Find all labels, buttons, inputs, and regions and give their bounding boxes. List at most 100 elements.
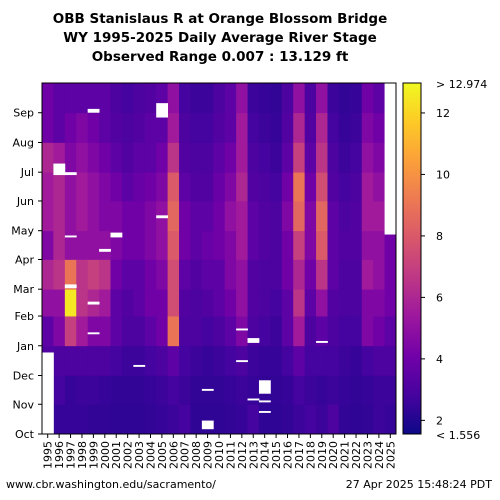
- heatmap-cell: [258, 289, 271, 317]
- heatmap-cell: [270, 375, 283, 405]
- heatmap-cell: [361, 289, 374, 317]
- heatmap-cell: [270, 316, 283, 347]
- heatmap-cell: [144, 345, 157, 376]
- heatmap-cell: [64, 404, 77, 435]
- x-tick-label: 2003: [133, 441, 146, 469]
- heatmap-cell: [167, 230, 180, 260]
- heatmap-cell: [87, 316, 100, 347]
- heatmap-cell: [167, 404, 180, 435]
- heatmap-cell: [270, 404, 283, 435]
- heatmap-cell: [99, 259, 111, 290]
- heatmap-cell: [87, 230, 100, 260]
- x-tick-label: 2007: [179, 441, 192, 469]
- missing-data-mark: [53, 163, 66, 176]
- missing-data-mark: [87, 332, 100, 335]
- heatmap-cell: [373, 142, 385, 173]
- heatmap-cell: [258, 345, 271, 376]
- source-url[interactable]: www.cbr.washington.edu/sacramento/: [6, 478, 216, 491]
- heatmap-cell: [338, 375, 351, 405]
- y-tick-label: Oct: [15, 428, 35, 441]
- heatmap-cell: [258, 172, 271, 202]
- heatmap-cell: [133, 289, 146, 317]
- heatmap-cell: [338, 112, 351, 143]
- heatmap-cell: [99, 142, 111, 173]
- heatmap-cell: [247, 230, 260, 260]
- heatmap-cell: [201, 289, 214, 317]
- heatmap-cell: [179, 200, 191, 232]
- heatmap-cell: [270, 112, 283, 143]
- x-tick-label: 2019: [316, 441, 329, 469]
- heatmap-cell: [167, 345, 180, 376]
- heatmap-cell: [99, 289, 111, 317]
- heatmap-cell: [293, 404, 306, 435]
- missing-data-mark: [201, 388, 214, 391]
- y-tick-label: Jul: [20, 166, 34, 179]
- heatmap-cell: [384, 316, 397, 347]
- heatmap-cell: [224, 316, 237, 347]
- heatmap-cell: [201, 404, 214, 435]
- heatmap-cell: [133, 200, 146, 232]
- heatmap-cell: [121, 230, 134, 260]
- heatmap-cell: [338, 230, 351, 260]
- heatmap-cell: [179, 230, 191, 260]
- heatmap-cell: [304, 172, 317, 202]
- heatmap-cell: [384, 230, 397, 260]
- missing-data-marks: [42, 83, 397, 434]
- heatmap-cell: [327, 289, 340, 317]
- missing-data-mark: [64, 172, 77, 176]
- x-tick-label: 2004: [144, 441, 157, 469]
- heatmap-cell: [156, 316, 169, 347]
- heatmap-cell: [236, 289, 248, 317]
- heatmap-cell: [42, 200, 54, 232]
- heatmap-cell: [87, 375, 100, 405]
- heatmap-cell: [42, 142, 54, 173]
- heatmap-cell: [133, 230, 146, 260]
- heatmap-cell: [213, 172, 226, 202]
- heatmap-cell: [179, 142, 191, 173]
- heatmap-cell: [144, 172, 157, 202]
- heatmap-cell: [179, 83, 191, 114]
- colorbar-top-label: > 12.974: [436, 78, 487, 91]
- heatmap-cell: [76, 259, 89, 290]
- heatmap-cell: [304, 404, 317, 435]
- heatmap-cell: [213, 200, 226, 232]
- heatmap-cell: [144, 289, 157, 317]
- heatmap-cell: [316, 142, 328, 173]
- heatmap-cell: [64, 345, 77, 376]
- heatmap-cell: [224, 172, 237, 202]
- heatmap-cell: [190, 289, 203, 317]
- heatmap-cell: [144, 259, 157, 290]
- heatmap-cell: [87, 200, 100, 232]
- heatmap-cell: [64, 289, 77, 317]
- heatmap-cell: [156, 404, 169, 435]
- x-tick-label: 2000: [99, 441, 112, 469]
- heatmap-cell: [144, 112, 157, 143]
- heatmap-cell: [133, 316, 146, 347]
- heatmap-cell: [224, 345, 237, 376]
- heatmap-cell: [361, 200, 374, 232]
- missing-data-mark: [42, 352, 54, 434]
- timestamp: 27 Apr 2025 15:48:24 PDT: [345, 478, 492, 491]
- heatmap-cell: [350, 230, 363, 260]
- colorbar-tick-label: 10: [436, 168, 450, 181]
- heatmap-cell: [144, 83, 157, 114]
- heatmap-cell: [361, 316, 374, 347]
- heatmap-cell: [258, 142, 271, 173]
- y-tick-label: Sep: [13, 107, 34, 120]
- heatmap-cell: [384, 345, 397, 376]
- heatmap-cell: [281, 345, 294, 376]
- heatmap-cell: [53, 316, 66, 347]
- heatmap-cell: [338, 289, 351, 317]
- heatmap-cell: [190, 345, 203, 376]
- heatmap-cell: [316, 404, 328, 435]
- x-tick-label: 1995: [42, 441, 55, 469]
- heatmap-cell: [167, 375, 180, 405]
- heatmap-cell: [293, 200, 306, 232]
- heatmap-cell: [327, 172, 340, 202]
- heatmap-cell: [270, 289, 283, 317]
- heatmap-cell: [53, 83, 66, 114]
- colorbar-bottom-label: < 1.556: [436, 429, 480, 442]
- heatmap-cell: [133, 142, 146, 173]
- heatmap-cell: [167, 172, 180, 202]
- heatmap-cell: [87, 83, 100, 114]
